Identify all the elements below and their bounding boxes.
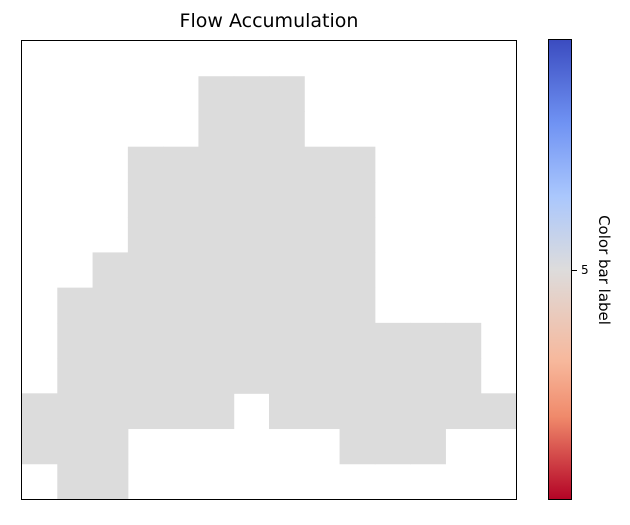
heatmap-cell: [127, 252, 164, 289]
heatmap-cell: [410, 358, 446, 394]
heatmap-cell: [233, 181, 270, 218]
heatmap-cell: [127, 181, 164, 218]
heatmap-cell: [198, 358, 235, 394]
heatmap-cell: [269, 111, 305, 148]
heatmap-cell: [233, 358, 270, 394]
chart-title: Flow Accumulation: [179, 10, 359, 32]
heatmap-cell: [269, 358, 305, 394]
heatmap-cell: [410, 428, 446, 465]
colorbar-label: Color bar label: [595, 215, 613, 325]
heatmap-cell: [198, 181, 235, 218]
heatmap-cell: [480, 393, 516, 430]
heatmap-cell: [198, 217, 235, 253]
heatmap-cell: [233, 252, 270, 289]
heatmap-cell: [163, 393, 199, 430]
heatmap-cell: [92, 463, 129, 499]
heatmap-svg: [22, 76, 516, 499]
heatmap-cell: [57, 463, 94, 499]
heatmap-cell: [163, 322, 199, 359]
heatmap-cell: [339, 322, 376, 359]
heatmap-cell: [269, 76, 305, 112]
heatmap-cell: [198, 322, 235, 359]
colorbar-tick-label: 5: [581, 263, 589, 277]
heatmap-cell: [304, 146, 341, 183]
heatmap-cell: [339, 217, 376, 253]
heatmap-cell: [57, 428, 94, 465]
heatmap-cell: [304, 393, 341, 430]
heatmap-cell: [163, 287, 199, 324]
heatmap-cell: [127, 393, 164, 430]
heatmap-cell: [269, 146, 305, 183]
heatmap-cell: [127, 146, 164, 183]
heatmap-cell: [339, 393, 376, 430]
heatmap-cell: [374, 322, 411, 359]
heatmap-cell: [304, 287, 341, 324]
plot-area: [21, 40, 517, 500]
heatmap-cell: [339, 287, 376, 324]
heatmap-cell: [57, 358, 94, 394]
heatmap-cell: [339, 358, 376, 394]
heatmap-cell: [22, 428, 58, 465]
heatmap-cell: [57, 393, 94, 430]
heatmap-cell: [269, 287, 305, 324]
colorbar: [548, 39, 572, 500]
heatmap-cell: [127, 217, 164, 253]
heatmap-cell: [198, 393, 235, 430]
heatmap-cell: [198, 111, 235, 148]
heatmap-cell: [304, 252, 341, 289]
heatmap-cell: [198, 76, 235, 112]
heatmap-cell: [304, 181, 341, 218]
heatmap-cell: [269, 217, 305, 253]
heatmap-cell: [92, 393, 129, 430]
heatmap-cell: [269, 322, 305, 359]
heatmap-cell: [269, 252, 305, 289]
heatmap-cell: [269, 393, 305, 430]
heatmap-cell: [198, 287, 235, 324]
heatmap-cell: [92, 358, 129, 394]
heatmap-cell: [445, 393, 482, 430]
heatmap-cell: [374, 393, 411, 430]
heatmap-cell: [339, 146, 376, 183]
heatmap-cell: [198, 146, 235, 183]
heatmap-cell: [127, 358, 164, 394]
heatmap-cell: [127, 322, 164, 359]
heatmap-cell: [233, 287, 270, 324]
heatmap-cell: [410, 322, 446, 359]
heatmap-cell: [163, 146, 199, 183]
heatmap-cell: [304, 358, 341, 394]
heatmap-cell: [57, 287, 94, 324]
heatmap-cell: [92, 322, 129, 359]
heatmap-cell: [198, 252, 235, 289]
heatmap-cell: [339, 428, 376, 465]
heatmap-cell: [304, 217, 341, 253]
heatmap-cell: [233, 111, 270, 148]
heatmap-cell: [163, 358, 199, 394]
heatmap-cell: [22, 393, 58, 430]
heatmap-cell: [127, 287, 164, 324]
heatmap-cell: [445, 322, 482, 359]
heatmap-cell: [163, 252, 199, 289]
heatmap-cell: [92, 252, 129, 289]
heatmap-cell: [304, 322, 341, 359]
heatmap-cell: [92, 428, 129, 465]
heatmap-cell: [233, 217, 270, 253]
heatmap-cell: [163, 217, 199, 253]
heatmap-cell: [374, 358, 411, 394]
heatmap-cell: [233, 76, 270, 112]
colorbar-tick: [572, 270, 577, 271]
heatmap-cell: [57, 322, 94, 359]
heatmap-cell: [269, 181, 305, 218]
heatmap-cell: [374, 428, 411, 465]
heatmap-cell: [233, 322, 270, 359]
heatmap-cell: [339, 181, 376, 218]
heatmap-cell: [339, 252, 376, 289]
heatmap-cell: [163, 181, 199, 218]
heatmap-cell: [92, 287, 129, 324]
heatmap-cell: [410, 393, 446, 430]
heatmap-cell: [445, 358, 482, 394]
heatmap-cell: [233, 146, 270, 183]
